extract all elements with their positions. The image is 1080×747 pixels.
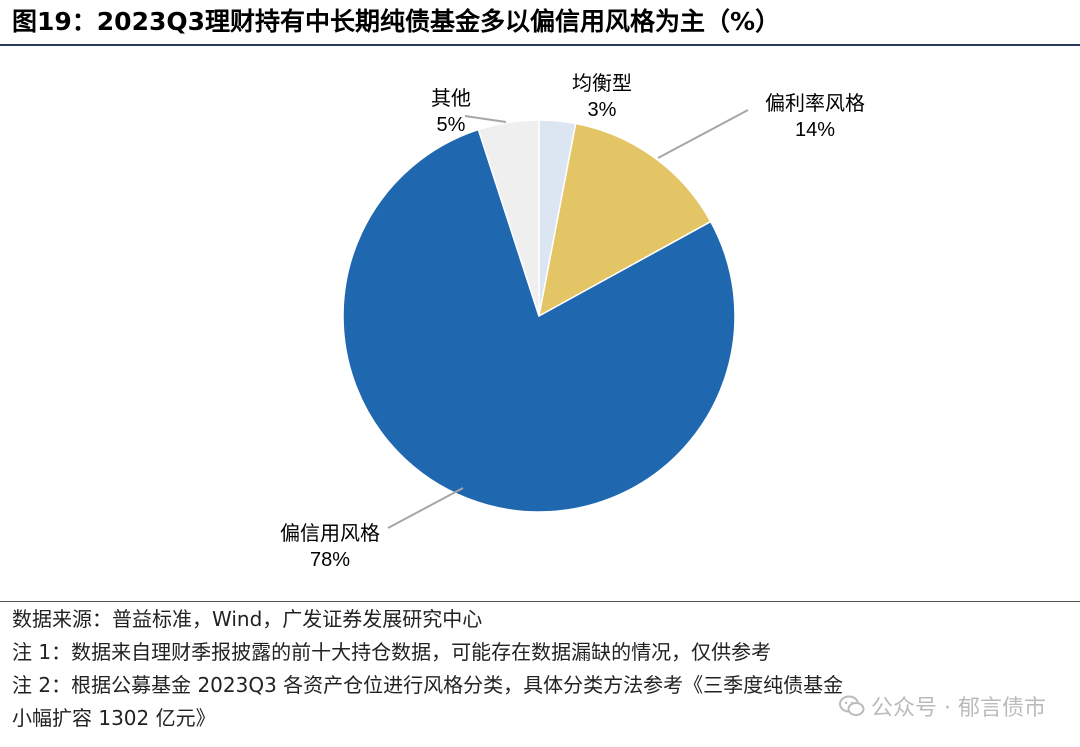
slice-value-label-1: 3% [588, 99, 617, 121]
leader-line-2 [657, 109, 749, 159]
leader-line-3 [387, 487, 464, 529]
pie-slice-3 [342, 128, 736, 513]
slice-value-label-3: 78% [310, 549, 350, 571]
leader-line-4 [464, 115, 507, 123]
note-2-continued: 小幅扩容 1302 亿元》 [12, 706, 216, 730]
slice-label-4: 其他 [431, 86, 471, 110]
note-2: 注 2：根据公募基金 2023Q3 各资产仓位进行风格分类，具体分类方法参考《三… [12, 673, 844, 697]
figure-title: 图19：2023Q3理财持有中长期纯债基金多以偏信用风格为主（%） [12, 7, 781, 36]
pie-slice-4 [477, 119, 540, 317]
wechat-icon [839, 695, 865, 716]
slice-label-2: 偏利率风格 [765, 91, 865, 115]
pie-slice-2 [537, 122, 712, 318]
notes-rule [0, 601, 1080, 602]
title-rule [0, 44, 1080, 46]
watermark: 公众号 · 郁言债市 [839, 690, 1046, 722]
slice-label-3: 偏信用风格 [280, 521, 380, 545]
pie-chart: 均衡型 3% 偏利率风格 14% 偏信用风格 78% 其他 5% [280, 71, 865, 571]
source-note: 数据来源：普益标准，Wind，广发证券发展研究中心 [12, 607, 483, 631]
slice-label-1: 均衡型 [572, 71, 632, 95]
watermark-text: 公众号 · 郁言债市 [871, 696, 1046, 721]
slice-value-label-4: 5% [437, 114, 466, 136]
slice-value-label-2: 14% [795, 119, 835, 141]
note-1: 注 1：数据来自理财季报披露的前十大持仓数据，可能存在数据漏缺的情况，仅供参考 [12, 640, 772, 664]
notes-block: 数据来源：普益标准，Wind，广发证券发展研究中心 注 1：数据来自理财季报披露… [12, 603, 1077, 735]
